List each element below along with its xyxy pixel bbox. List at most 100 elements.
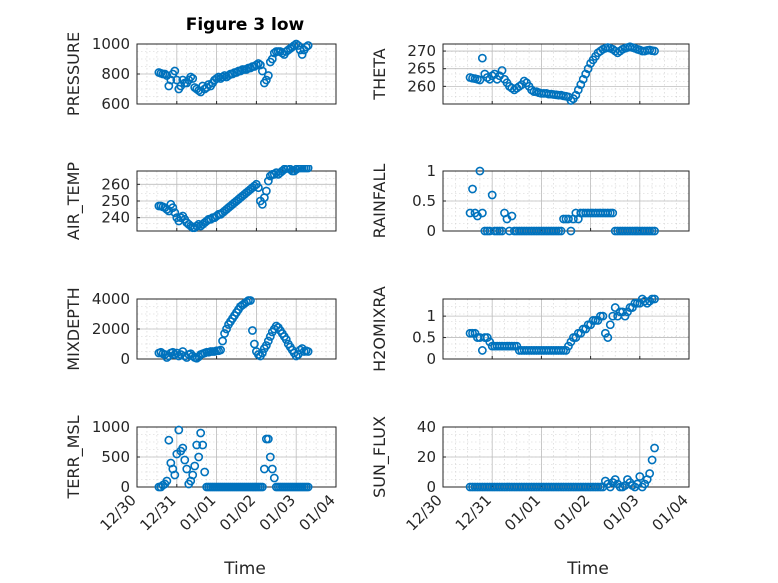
y-tick-label: 800	[101, 65, 130, 83]
data-point	[610, 303, 620, 312]
data-point	[623, 307, 632, 317]
data-point	[470, 328, 480, 338]
data-point	[512, 341, 522, 351]
x-tick-label: 01/01	[501, 491, 544, 534]
data-point	[605, 320, 615, 330]
x-tick-label: 12/30	[403, 491, 446, 534]
y-tick-label: 1	[426, 162, 436, 180]
data-point	[180, 455, 190, 465]
y-axis-label: MIXDEPTH	[64, 287, 83, 370]
h2omixra-axes: 0 0.5 1 H2OMIXRA	[370, 286, 690, 372]
data-point	[291, 39, 301, 49]
x-tick-label: 01/04	[649, 491, 692, 534]
y-axis-label: THETA	[370, 48, 389, 100]
data-point	[642, 298, 652, 308]
data-point	[485, 337, 495, 347]
data-point	[253, 183, 263, 193]
data-point	[603, 333, 613, 342]
data-point	[198, 440, 208, 450]
data-point	[303, 165, 313, 173]
data-point	[303, 482, 313, 492]
data-point	[487, 190, 497, 200]
data-point	[564, 214, 573, 224]
data-point	[196, 428, 206, 438]
data-point	[242, 297, 251, 307]
data-point	[650, 443, 659, 453]
data-point	[188, 74, 198, 83]
data-point	[253, 59, 263, 68]
data-point	[257, 482, 267, 492]
data-series	[154, 296, 313, 363]
y-tick-label: 260	[101, 175, 130, 193]
data-point	[600, 328, 610, 338]
data-point	[647, 455, 657, 465]
x-tick-label: 12/31	[452, 491, 495, 534]
axes-border	[442, 298, 690, 360]
data-point	[253, 350, 263, 359]
data-point	[263, 71, 273, 80]
data-point	[477, 53, 487, 63]
data-point	[303, 347, 313, 356]
data-point	[251, 60, 261, 70]
y-tick-label: 500	[101, 448, 130, 466]
data-point	[194, 219, 204, 229]
data-point	[200, 467, 210, 477]
data-point	[635, 472, 645, 481]
y-tick-label: 0	[426, 350, 436, 368]
data-point	[188, 470, 198, 480]
data-point	[645, 296, 655, 306]
data-point	[303, 41, 313, 50]
data-series	[465, 294, 659, 355]
y-tick-label: 1	[426, 307, 436, 325]
data-point	[561, 346, 571, 355]
data-point	[475, 75, 485, 85]
data-series	[154, 39, 313, 97]
data-point	[610, 475, 620, 484]
y-axis-label: RAINFALL	[370, 164, 389, 239]
data-series	[465, 42, 659, 105]
y-tick-label: 260	[407, 77, 436, 95]
data-point	[220, 71, 229, 80]
data-point	[645, 469, 655, 478]
data-point	[598, 311, 608, 321]
data-point	[285, 165, 295, 174]
data-point	[212, 74, 221, 83]
x-tick-label: 12/30	[97, 491, 140, 534]
data-point	[650, 46, 659, 56]
data-point	[269, 473, 279, 483]
data-point	[566, 226, 576, 236]
y-tick-label: 0	[426, 222, 436, 240]
data-point	[269, 169, 279, 179]
data-point	[576, 328, 586, 338]
pressure-axes: 600 800 1000 PRESSURE	[64, 32, 337, 116]
data-point	[482, 333, 492, 342]
y-tick-label: 2000	[92, 320, 130, 338]
data-point	[281, 335, 291, 344]
data-point	[236, 66, 245, 76]
rainfall-axes: 0 0.5 1 RAINFALL	[370, 162, 690, 240]
data-point	[265, 332, 275, 341]
mixdepth-axes: 0 2000 4000 MIXDEPTH	[64, 287, 337, 371]
data-point	[593, 316, 603, 325]
data-point	[571, 333, 581, 342]
data-point	[556, 226, 566, 236]
data-point	[261, 186, 271, 196]
y-tick-label: 0	[120, 350, 130, 368]
data-point	[218, 72, 227, 82]
y-tick-label: 4000	[92, 290, 130, 308]
data-point	[261, 341, 271, 350]
data-point	[168, 347, 178, 357]
data-point	[586, 320, 595, 330]
data-point	[297, 50, 307, 59]
data-point	[289, 41, 299, 50]
data-point	[261, 75, 271, 85]
x-tick-label: 01/02	[550, 491, 593, 534]
data-point	[172, 75, 182, 85]
data-point	[170, 66, 180, 76]
data-point	[605, 482, 615, 492]
data-point	[265, 452, 275, 462]
data-point	[475, 166, 485, 176]
data-point	[465, 208, 475, 218]
y-tick-label: 0.5	[412, 329, 436, 347]
